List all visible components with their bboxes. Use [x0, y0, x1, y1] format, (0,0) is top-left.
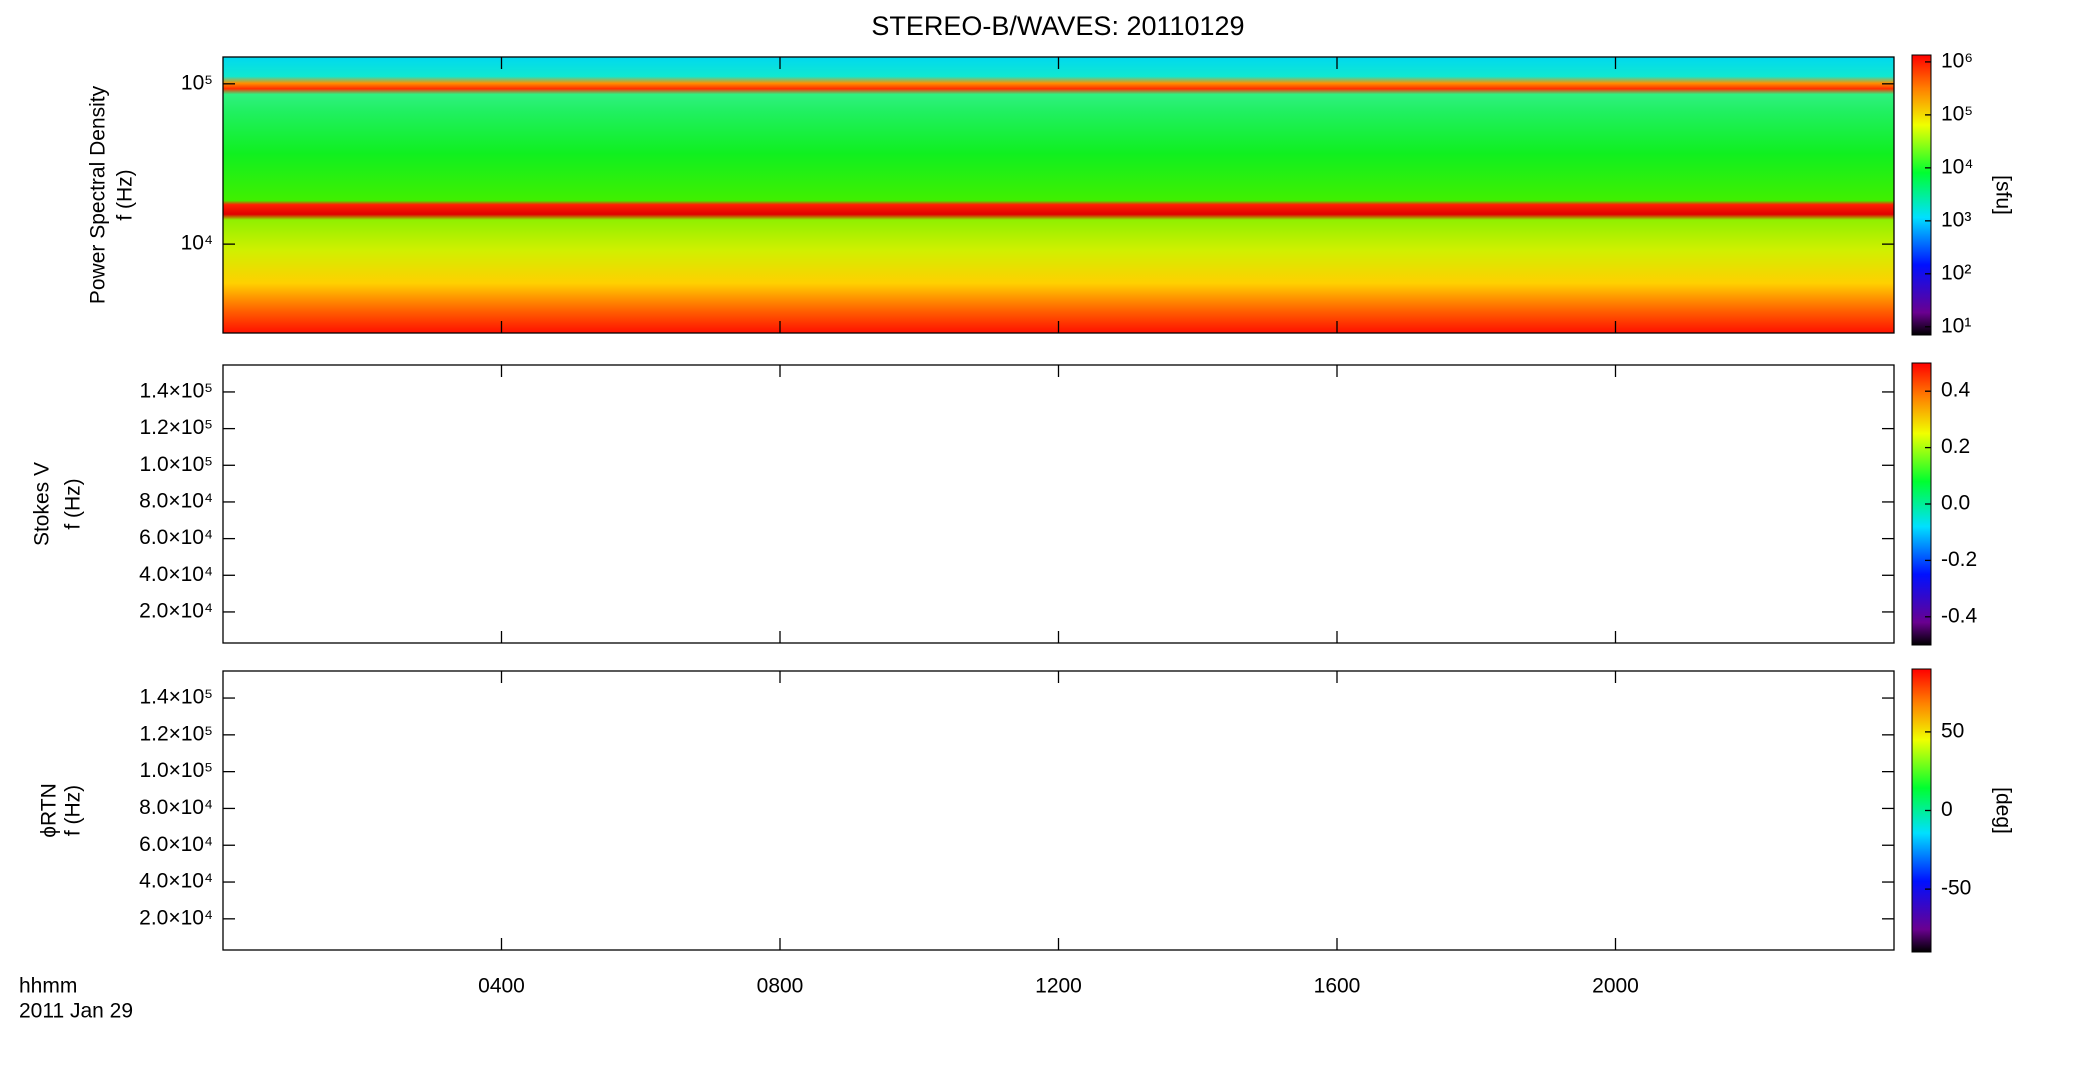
colorbar-tick-label: 0	[1941, 798, 1953, 821]
colorbar-tick-label: -0.2	[1941, 548, 1977, 571]
colorbar	[1911, 54, 1932, 336]
x-tick-label: 0800	[757, 975, 804, 998]
colorbar-tick-label: 10²	[1941, 261, 1971, 284]
colorbar-label: [sfu]	[1991, 175, 2014, 215]
colorbar-tick-label: 0.4	[1941, 379, 1971, 402]
colorbar-tick-label: 10⁵	[1941, 102, 1973, 125]
x-tick-label: 1600	[1314, 975, 1361, 998]
y-tick-label: 1.4×10⁵	[139, 379, 213, 402]
y-tick-label: 1.2×10⁵	[139, 416, 213, 439]
y-axis-label: f (Hz)	[62, 478, 85, 529]
y-tick-label: 4.0×10⁴	[139, 870, 213, 893]
chart-title: STEREO-B/WAVES: 20110129	[871, 11, 1244, 41]
y-axis-label: Stokes V	[31, 462, 54, 546]
y-tick-label: 1.0×10⁵	[139, 759, 213, 782]
x-axis-label: hhmm	[19, 975, 77, 998]
y-tick-label: 1.2×10⁵	[139, 722, 213, 745]
colorbar-tick-label: 10⁴	[1941, 155, 1973, 178]
x-axis-label: 2011 Jan 29	[19, 1000, 133, 1023]
x-tick-label: 2000	[1592, 975, 1639, 998]
y-axis-label: f (Hz)	[62, 785, 85, 836]
colorbar-tick-label: 10⁶	[1941, 49, 1973, 72]
colorbar-tick-label: 10¹	[1941, 314, 1971, 337]
colorbar-tick-label: 50	[1941, 719, 1964, 742]
y-tick-label: 6.0×10⁴	[139, 526, 213, 549]
y-tick-label: 8.0×10⁴	[139, 796, 213, 819]
y-tick-label: 8.0×10⁴	[139, 489, 213, 512]
y-axis-label: Power Spectral Density	[87, 85, 110, 304]
y-tick-label: 1.4×10⁵	[139, 686, 213, 709]
plot-frame	[222, 670, 1895, 951]
y-axis-label: ϕRTN	[38, 783, 61, 838]
colorbar-tick-label: -50	[1941, 877, 1971, 900]
plot-frame	[222, 364, 1895, 644]
y-tick-label: 2.0×10⁴	[139, 599, 213, 622]
y-tick-label: 10⁴	[181, 232, 213, 255]
colorbar-tick-label: 10³	[1941, 208, 1971, 231]
y-tick-label: 1.0×10⁵	[139, 453, 213, 476]
y-tick-label: 4.0×10⁴	[139, 563, 213, 586]
colorbar-tick-label: 0.0	[1941, 492, 1970, 515]
y-tick-label: 2.0×10⁴	[139, 906, 213, 929]
y-axis-label: f (Hz)	[114, 169, 137, 220]
x-tick-label: 0400	[478, 975, 525, 998]
x-tick-label: 1200	[1035, 975, 1082, 998]
colorbar-tick-label: 0.2	[1941, 435, 1970, 458]
colorbar-tick-label: -0.4	[1941, 604, 1978, 627]
y-tick-label: 6.0×10⁴	[139, 833, 213, 856]
spectrogram-image	[223, 57, 1894, 333]
colorbar-label: [deg]	[1991, 787, 2014, 834]
y-tick-label: 10⁵	[181, 71, 213, 94]
